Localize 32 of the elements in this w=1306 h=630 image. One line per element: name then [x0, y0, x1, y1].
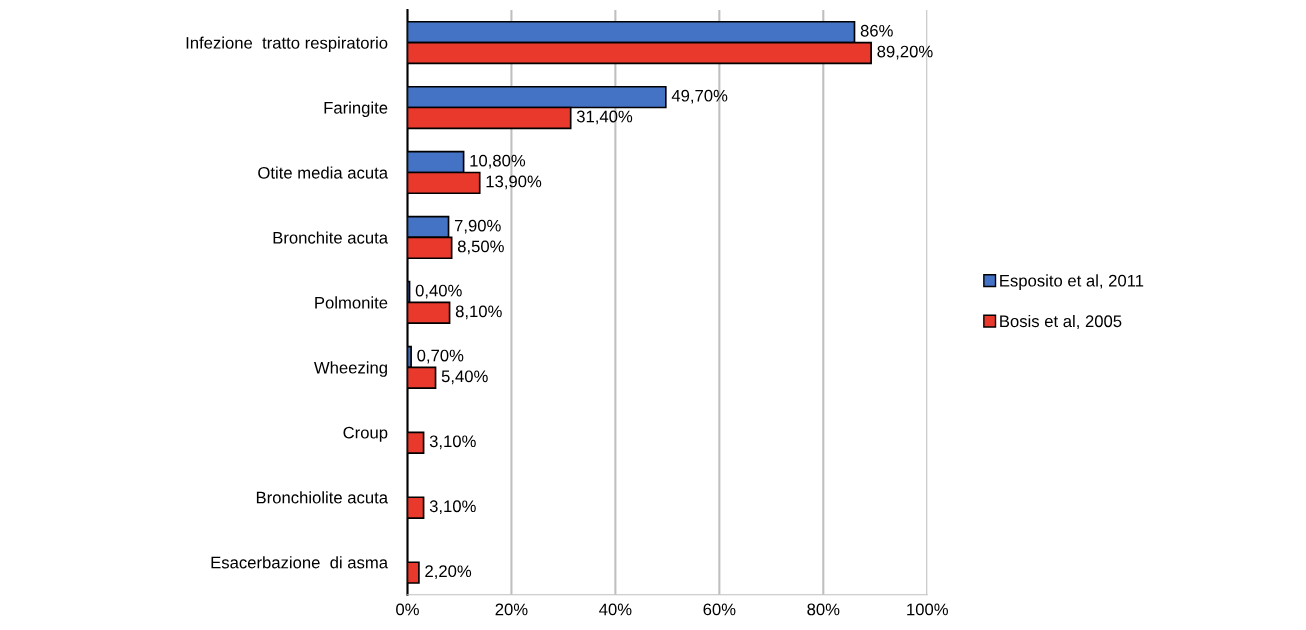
- data-label: 2,20%: [425, 565, 472, 580]
- data-label: 8,50%: [457, 240, 504, 255]
- y-tick-label: Croup: [343, 426, 388, 442]
- legend-label: Bosis et al, 2005: [1000, 314, 1122, 330]
- data-label: 3,10%: [429, 435, 476, 450]
- data-label: 0,70%: [417, 349, 464, 364]
- x-tick-label: 80%: [807, 603, 840, 616]
- y-tick-label: Faringite: [324, 101, 388, 118]
- y-tick-label: Polmonite: [315, 296, 388, 309]
- y-tick-label: Esacerbazione di asma: [211, 556, 389, 569]
- legend-label: Esposito et al, 2011: [1000, 274, 1144, 290]
- y-tick-label: Bronchite acuta: [273, 231, 389, 244]
- data-label: 0,40%: [415, 284, 462, 299]
- data-label: 86%: [860, 24, 893, 37]
- data-label: 89,20%: [877, 45, 933, 60]
- y-tick-label: Infezione tratto respiratorio: [186, 36, 388, 53]
- x-tick-label: 20%: [495, 603, 528, 616]
- y-tick-label: Bronchiolite acuta: [256, 491, 389, 504]
- data-label: 49,70%: [671, 89, 728, 104]
- x-tick-label: 100%: [907, 603, 948, 616]
- data-label: 3,10%: [429, 500, 476, 515]
- data-label: 7,90%: [454, 219, 501, 234]
- data-label: 13,90%: [486, 175, 542, 190]
- x-tick-label: 40%: [599, 603, 632, 616]
- data-label: 5,40%: [441, 370, 488, 385]
- data-label: 8,10%: [455, 305, 502, 320]
- data-label: 10,80%: [470, 154, 526, 169]
- x-tick-label: 0%: [396, 603, 419, 616]
- y-tick-label: Otite media acuta: [258, 166, 389, 179]
- data-label: 31,40%: [576, 110, 633, 125]
- y-tick-label: Wheezing: [313, 361, 387, 377]
- x-tick-label: 60%: [703, 603, 736, 616]
